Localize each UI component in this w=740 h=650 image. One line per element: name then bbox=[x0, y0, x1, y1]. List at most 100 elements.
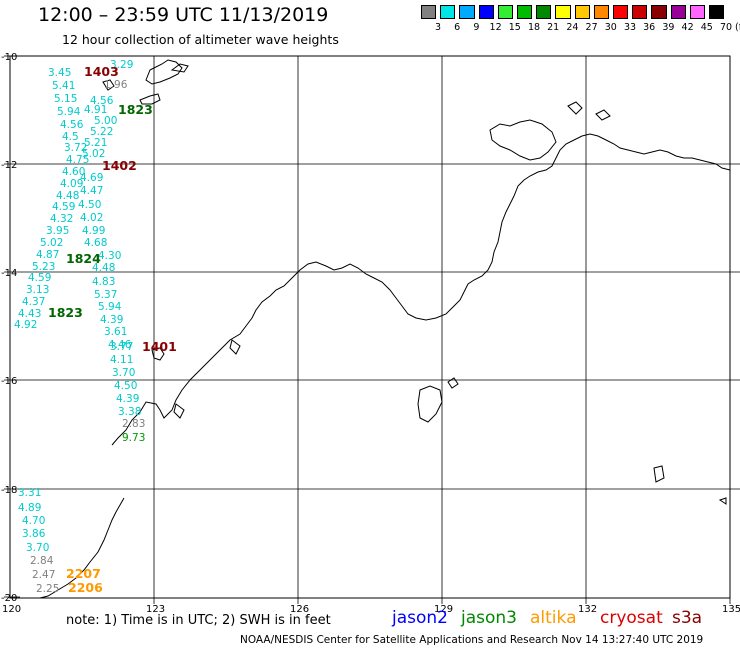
wave-height-value: 5.02 bbox=[82, 148, 105, 160]
legend-label-6: 6 bbox=[454, 22, 461, 33]
wave-height-value: 4.75 bbox=[66, 154, 89, 166]
wave-height-value: 4.5 bbox=[62, 131, 79, 143]
wave-height-value: 4.83 bbox=[92, 276, 115, 288]
wave-height-value: 2.83 bbox=[122, 418, 145, 430]
legend-label-15: 15 bbox=[508, 22, 521, 33]
legend-swatch-21 bbox=[536, 5, 552, 19]
wave-height-value: 5.94 bbox=[98, 301, 122, 313]
wave-height-value: 3.86 bbox=[22, 528, 46, 540]
wave-height-value: 2.25 bbox=[36, 583, 59, 595]
legend-swatch-18 bbox=[517, 5, 533, 19]
pass-time-label: 2207 bbox=[66, 566, 101, 581]
legend-swatch-39 bbox=[651, 5, 667, 19]
satellite-label-cryosat: cryosat bbox=[600, 608, 663, 628]
wave-height-value: 5.22 bbox=[90, 126, 113, 138]
wave-height-value: 4.39 bbox=[100, 314, 123, 326]
map-title: 12:00 – 23:59 UTC 11/13/2019 bbox=[38, 4, 329, 26]
wave-height-value: 3.72 bbox=[64, 142, 87, 154]
wave-height-value: 4.60 bbox=[62, 166, 85, 178]
legend-label-21: 21 bbox=[547, 22, 560, 33]
satellite-label-jason2: jason2 bbox=[392, 608, 448, 628]
coastline bbox=[39, 59, 731, 599]
pass-time-label: 1401 bbox=[142, 339, 177, 354]
legend-label-36: 36 bbox=[643, 22, 656, 33]
satellite-label-s3a: s3a bbox=[672, 608, 703, 628]
lat-label-4: -18 bbox=[1, 485, 17, 496]
wave-height-value: 2.47 bbox=[32, 569, 55, 581]
wave-height-value: 5.21 bbox=[84, 137, 107, 149]
wave-height-value: 5.15 bbox=[54, 93, 77, 105]
satellite-label-altika: altika bbox=[530, 608, 577, 628]
wave-height-value: 4.30 bbox=[98, 250, 121, 262]
legend-label-3: 3 bbox=[434, 22, 442, 33]
wave-height-value: 4.50 bbox=[114, 380, 137, 392]
legend-swatch-30 bbox=[593, 5, 609, 19]
wave-height-value: 4.02 bbox=[80, 212, 103, 224]
footer-credit: NOAA/NESDIS Center for Satellite Applica… bbox=[240, 634, 704, 646]
legend-swatch-9 bbox=[459, 5, 475, 19]
pass-time-label: 1823 bbox=[48, 305, 83, 320]
wave-height-value: 5.41 bbox=[52, 80, 75, 92]
wave-height-value: 3.70 bbox=[26, 542, 49, 554]
lon-label-4: 132 bbox=[578, 604, 597, 615]
wave-height-value: 5.02 bbox=[40, 237, 63, 249]
wave-height-value: 3.70 bbox=[112, 367, 135, 379]
lat-label-0: -10 bbox=[1, 52, 17, 63]
wave-height-value: 4.92 bbox=[14, 319, 37, 331]
wave-height-value: 4.09 bbox=[60, 178, 83, 190]
wave-height-value: 4.99 bbox=[82, 225, 105, 237]
legend-label-42: 42 bbox=[681, 22, 694, 33]
wave-height-value: 4.89 bbox=[18, 502, 41, 514]
legend-swatch-24 bbox=[555, 5, 571, 19]
wave-height-value: 4.68 bbox=[84, 237, 107, 249]
wave-height-value: 4.32 bbox=[50, 213, 73, 225]
legend-swatch-70 bbox=[709, 5, 725, 19]
wave-height-value: 3.95 bbox=[46, 225, 69, 237]
wave-height-value: 3.61 bbox=[104, 326, 127, 338]
wave-height-value: 3.45 bbox=[48, 67, 71, 79]
wave-height-observations: 3.455.415.155.944.564.53.724.754.604.094… bbox=[14, 59, 145, 595]
wave-height-value: 4.70 bbox=[22, 515, 45, 527]
wave-height-value: 4.59 bbox=[52, 201, 75, 213]
wave-height-value: 5.00 bbox=[94, 115, 117, 127]
wave-height-value: 4.50 bbox=[78, 199, 101, 211]
wave-height-value: 3.38 bbox=[118, 406, 141, 418]
wave-height-value: 4.43 bbox=[18, 308, 41, 320]
lon-label-0: 120 bbox=[2, 604, 21, 615]
legend-swatch-33 bbox=[613, 5, 629, 19]
pass-time-label: 1824 bbox=[66, 251, 101, 266]
legend-swatch-15 bbox=[497, 5, 513, 19]
legend-swatch-45 bbox=[689, 5, 705, 19]
lon-label-2: 126 bbox=[290, 604, 309, 615]
wave-height-value: 3.13 bbox=[26, 284, 49, 296]
pass-time-label: 1403 bbox=[84, 64, 119, 79]
wave-height-value: 4.37 bbox=[22, 296, 45, 308]
legend-label-9: 9 bbox=[473, 22, 480, 33]
lat-label-2: -14 bbox=[1, 268, 17, 279]
wave-height-value: 5.94 bbox=[57, 106, 81, 118]
wave-height-value: 4.59 bbox=[28, 272, 51, 284]
legend-swatch-12 bbox=[478, 5, 494, 19]
lat-label-5: -20 bbox=[1, 593, 17, 604]
wave-height-value: 5.37 bbox=[94, 289, 117, 301]
lon-label-5: 135 bbox=[722, 604, 740, 615]
legend-swatch-42 bbox=[670, 5, 686, 19]
lat-label-1: -12 bbox=[1, 160, 17, 171]
pass-time-label: 2206 bbox=[68, 580, 103, 595]
legend-label-30: 30 bbox=[604, 22, 617, 33]
legend-label-18: 18 bbox=[527, 22, 541, 33]
wave-height-value: 4.39 bbox=[116, 393, 139, 405]
wave-height-value: 3.31 bbox=[18, 487, 41, 499]
pass-time-label: 1823 bbox=[118, 102, 153, 117]
wave-height-value: 4.56 bbox=[90, 95, 114, 107]
legend-swatch-3 bbox=[421, 5, 437, 19]
wave-height-value: 3.29 bbox=[110, 59, 133, 71]
wave-height-value: 4.11 bbox=[110, 354, 133, 366]
legend-label-33: 33 bbox=[623, 22, 637, 33]
legend-label-12: 12 bbox=[489, 22, 502, 33]
legend-swatch-6 bbox=[440, 5, 456, 19]
wave-height-value: 4.56 bbox=[60, 119, 84, 131]
